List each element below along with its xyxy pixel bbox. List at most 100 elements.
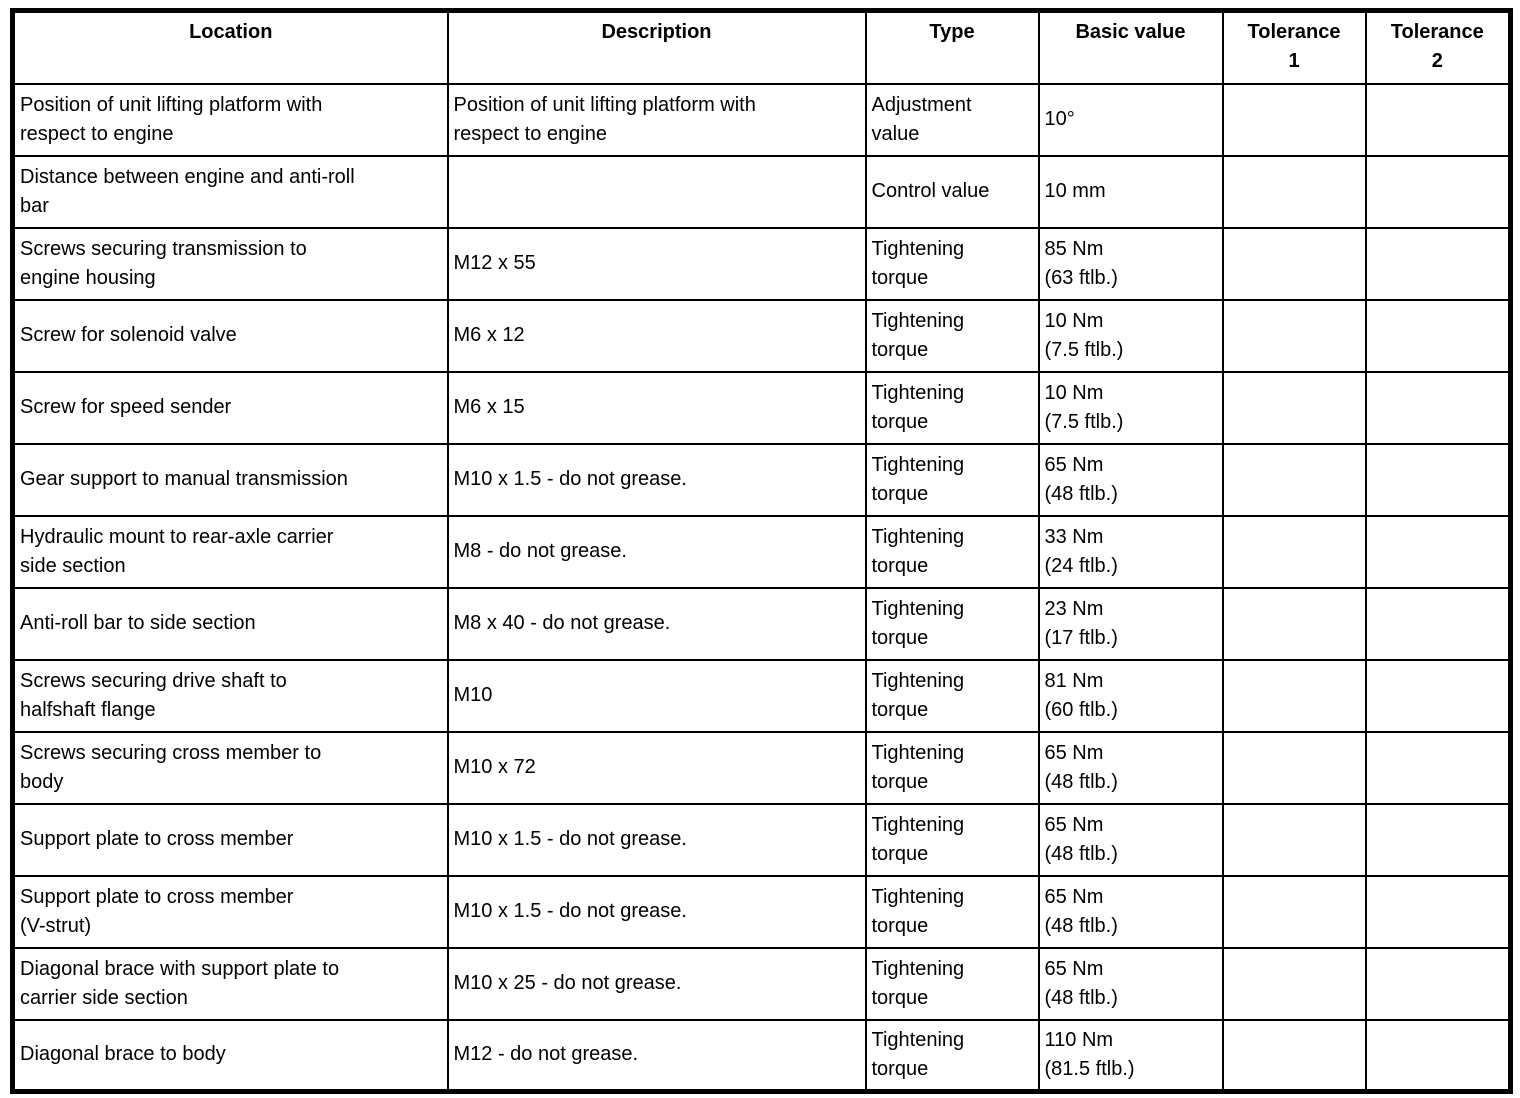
cell-description: M6 x 12: [446, 298, 867, 373]
spec-table-header: Location Description Type Basic value To…: [11, 9, 1512, 85]
cell-location: Distance between engine and anti-roll ba…: [11, 154, 449, 229]
cell-tolerance-1: [1221, 874, 1367, 949]
cell-tolerance-2: [1364, 514, 1512, 589]
cell-tolerance-1: [1221, 226, 1367, 301]
cell-basic-value: 110 Nm (81.5 ftlb.): [1037, 1018, 1224, 1093]
column-header-tolerance-1: Tolerance 1: [1221, 9, 1367, 85]
cell-description: M10: [446, 658, 867, 733]
cell-location: Screw for solenoid valve: [11, 298, 449, 373]
column-header-basic-value: Basic value: [1037, 9, 1224, 85]
cell-location: Screws securing cross member to body: [11, 730, 449, 805]
cell-tolerance-1: [1221, 154, 1367, 229]
cell-tolerance-2: [1364, 370, 1512, 445]
cell-location: Support plate to cross member: [11, 802, 449, 877]
cell-basic-value: 81 Nm (60 ftlb.): [1037, 658, 1224, 733]
cell-tolerance-1: [1221, 298, 1367, 373]
cell-basic-value: 65 Nm (48 ftlb.): [1037, 442, 1224, 517]
cell-location: Diagonal brace with support plate to car…: [11, 946, 449, 1021]
cell-location: Support plate to cross member (V-strut): [11, 874, 449, 949]
table-row: Diagonal brace with support plate to car…: [11, 946, 1512, 1021]
cell-type: Tightening torque: [864, 586, 1040, 661]
cell-description: M12 - do not grease.: [446, 1018, 867, 1093]
cell-location: Screws securing drive shaft to halfshaft…: [11, 658, 449, 733]
cell-description: M6 x 15: [446, 370, 867, 445]
cell-basic-value: 85 Nm (63 ftlb.): [1037, 226, 1224, 301]
cell-description: M10 x 25 - do not grease.: [446, 946, 867, 1021]
header-row: Location Description Type Basic value To…: [11, 9, 1512, 85]
cell-basic-value: 10°: [1037, 82, 1224, 157]
table-row: Screws securing drive shaft to halfshaft…: [11, 658, 1512, 733]
cell-tolerance-2: [1364, 226, 1512, 301]
table-row: Screws securing transmission to engine h…: [11, 226, 1512, 301]
cell-basic-value: 65 Nm (48 ftlb.): [1037, 874, 1224, 949]
cell-tolerance-2: [1364, 1018, 1512, 1093]
column-header-type: Type: [864, 9, 1040, 85]
cell-type: Tightening torque: [864, 658, 1040, 733]
cell-tolerance-1: [1221, 658, 1367, 733]
cell-tolerance-2: [1364, 586, 1512, 661]
specifications-table: Location Description Type Basic value To…: [10, 8, 1513, 1094]
cell-location: Screws securing transmission to engine h…: [11, 226, 449, 301]
cell-tolerance-1: [1221, 1018, 1367, 1093]
column-header-tolerance-2: Tolerance 2: [1364, 9, 1512, 85]
cell-location: Screw for speed sender: [11, 370, 449, 445]
cell-description: [446, 154, 867, 229]
table-row: Distance between engine and anti-roll ba…: [11, 154, 1512, 229]
cell-tolerance-2: [1364, 442, 1512, 517]
cell-tolerance-1: [1221, 370, 1367, 445]
cell-tolerance-1: [1221, 442, 1367, 517]
table-row: Support plate to cross member M10 x 1.5 -…: [11, 802, 1512, 877]
cell-tolerance-2: [1364, 874, 1512, 949]
cell-location: Anti-roll bar to side section: [11, 586, 449, 661]
cell-tolerance-2: [1364, 82, 1512, 157]
cell-tolerance-1: [1221, 730, 1367, 805]
cell-description: M10 x 72: [446, 730, 867, 805]
cell-tolerance-2: [1364, 298, 1512, 373]
cell-location: Hydraulic mount to rear-axle carrier sid…: [11, 514, 449, 589]
column-header-description: Description: [446, 9, 867, 85]
cell-type: Tightening torque: [864, 514, 1040, 589]
cell-description: M8 - do not grease.: [446, 514, 867, 589]
cell-type: Tightening torque: [864, 370, 1040, 445]
cell-tolerance-1: [1221, 82, 1367, 157]
cell-location: Position of unit lifting platform with r…: [11, 82, 449, 157]
cell-basic-value: 10 Nm (7.5 ftlb.): [1037, 370, 1224, 445]
cell-type: Tightening torque: [864, 946, 1040, 1021]
cell-tolerance-1: [1221, 946, 1367, 1021]
cell-type: Tightening torque: [864, 1018, 1040, 1093]
cell-type: Tightening torque: [864, 226, 1040, 301]
cell-description: M10 x 1.5 - do not grease.: [446, 442, 867, 517]
cell-basic-value: 65 Nm (48 ftlb.): [1037, 802, 1224, 877]
cell-tolerance-2: [1364, 946, 1512, 1021]
cell-type: Tightening torque: [864, 730, 1040, 805]
cell-type: Tightening torque: [864, 442, 1040, 517]
cell-description: M10 x 1.5 - do not grease.: [446, 874, 867, 949]
cell-description: M10 x 1.5 - do not grease.: [446, 802, 867, 877]
cell-basic-value: 65 Nm (48 ftlb.): [1037, 730, 1224, 805]
spec-table-body: Position of unit lifting platform with r…: [11, 82, 1512, 1093]
cell-tolerance-2: [1364, 658, 1512, 733]
table-row: Position of unit lifting platform with r…: [11, 82, 1512, 157]
cell-basic-value: 23 Nm (17 ftlb.): [1037, 586, 1224, 661]
table-row: Support plate to cross member (V-strut) M…: [11, 874, 1512, 949]
table-row: Gear support to manual transmission M10 x…: [11, 442, 1512, 517]
column-header-location: Location: [11, 9, 449, 85]
cell-basic-value: 33 Nm (24 ftlb.): [1037, 514, 1224, 589]
cell-tolerance-1: [1221, 802, 1367, 877]
cell-description: M8 x 40 - do not grease.: [446, 586, 867, 661]
cell-type: Control value: [864, 154, 1040, 229]
table-row: Screw for solenoid valve M6 x 12 Tightenin…: [11, 298, 1512, 373]
cell-type: Tightening torque: [864, 298, 1040, 373]
cell-type: Tightening torque: [864, 874, 1040, 949]
cell-tolerance-1: [1221, 514, 1367, 589]
cell-basic-value: 10 Nm (7.5 ftlb.): [1037, 298, 1224, 373]
cell-tolerance-2: [1364, 154, 1512, 229]
table-row: Diagonal brace to body M12 - do not greas…: [11, 1018, 1512, 1093]
table-row: Screws securing cross member to body M10 …: [11, 730, 1512, 805]
cell-tolerance-2: [1364, 730, 1512, 805]
cell-type: Adjustment value: [864, 82, 1040, 157]
cell-location: Gear support to manual transmission: [11, 442, 449, 517]
cell-basic-value: 65 Nm (48 ftlb.): [1037, 946, 1224, 1021]
cell-basic-value: 10 mm: [1037, 154, 1224, 229]
